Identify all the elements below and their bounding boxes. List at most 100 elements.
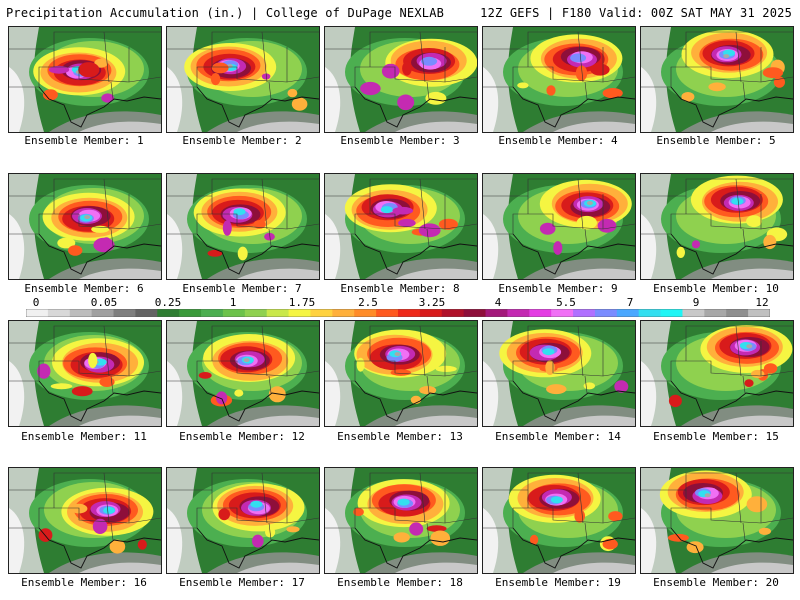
precip-contour (744, 379, 754, 387)
precip-contour (48, 65, 70, 74)
member-label: Ensemble Member: 10 (653, 282, 779, 295)
precip-contour (84, 215, 91, 220)
precip-contour (746, 215, 762, 228)
precip-field (641, 214, 657, 279)
member-label: Ensemble Member: 16 (21, 576, 147, 589)
precip-contour (207, 249, 223, 257)
colorbar-tick-label: 0 (32, 296, 40, 309)
precip-field (553, 562, 635, 573)
precip-map-panel (640, 467, 794, 574)
colorbar-tick-label: 4 (494, 296, 502, 309)
precip-contour (430, 530, 451, 546)
coastline (196, 233, 319, 275)
member-label: Ensemble Member: 2 (182, 134, 302, 147)
precip-contour (380, 206, 393, 214)
precip-map-panel (166, 173, 320, 280)
colorbar-swatch (26, 309, 49, 317)
precip-field (641, 508, 657, 573)
precip-map (9, 468, 161, 573)
precip-field (711, 562, 793, 573)
state-border (426, 228, 430, 247)
precip-contour (435, 365, 457, 372)
precip-map-panel (640, 320, 794, 427)
precip-map-panel (482, 173, 636, 280)
colorbar-swatch (551, 309, 574, 317)
precip-field (641, 361, 657, 426)
state-border (641, 472, 793, 491)
colorbar-swatch (398, 309, 421, 317)
colorbar-swatch (682, 309, 705, 317)
precip-map (167, 27, 319, 132)
colorbar-swatch (704, 309, 727, 317)
precip-contour (763, 234, 777, 250)
precip-field (237, 415, 319, 426)
coastline (354, 86, 477, 128)
state-border (641, 31, 793, 50)
precip-contour (57, 237, 76, 249)
precip-map-panel (324, 26, 478, 133)
state-border (211, 178, 288, 230)
precip-contour (71, 386, 93, 397)
precip-contour (608, 511, 623, 522)
precip-field (483, 361, 499, 426)
precip-field (167, 214, 183, 279)
precip-contour (237, 246, 248, 261)
colorbar-tick-label: 7 (626, 296, 634, 309)
state-border (211, 31, 288, 83)
precip-contour (426, 525, 447, 532)
precip-field (325, 214, 341, 279)
run-valid-time: 12Z GEFS | F180 Valid: 00Z SAT MAY 31 20… (480, 6, 792, 20)
coastline (670, 86, 793, 128)
precip-contour (78, 62, 100, 78)
coastline (354, 527, 477, 569)
precip-contour (586, 201, 593, 206)
precip-contour (356, 357, 365, 372)
precip-contour (704, 493, 711, 498)
precip-contour (438, 218, 458, 230)
precip-field (237, 562, 319, 573)
precip-contour (261, 73, 271, 80)
state-border (268, 522, 272, 541)
state-border (9, 178, 161, 197)
precip-contour (597, 218, 617, 233)
state-border (584, 375, 588, 394)
precip-map (325, 27, 477, 132)
state-border (167, 178, 319, 197)
state-border (527, 472, 604, 524)
precip-field (237, 268, 319, 279)
precip-colorbar (26, 309, 770, 317)
precip-field (483, 214, 499, 279)
precip-field (79, 415, 161, 426)
state-border (9, 472, 161, 491)
state-border (527, 31, 604, 83)
member-label: Ensemble Member: 11 (21, 430, 147, 443)
precip-contour (517, 82, 529, 89)
precip-contour (394, 352, 401, 357)
state-border (167, 472, 319, 491)
state-border (268, 81, 272, 100)
precip-contour (542, 348, 555, 356)
state-border (167, 325, 319, 344)
precip-contour (137, 539, 147, 550)
precip-field (553, 121, 635, 132)
precip-field (237, 121, 319, 132)
member-label: Ensemble Member: 14 (495, 430, 621, 443)
precip-field (395, 121, 477, 132)
state-border (53, 31, 130, 83)
colorbar-swatch (529, 309, 552, 317)
coastline (512, 86, 635, 128)
coastline (512, 233, 635, 275)
colorbar-swatch (47, 309, 71, 317)
precip-field (711, 415, 793, 426)
state-border (53, 325, 130, 377)
precip-contour (668, 394, 682, 408)
member-label: Ensemble Member: 19 (495, 576, 621, 589)
colorbar-swatch (244, 309, 268, 317)
state-border (742, 522, 746, 541)
colorbar-tick-label: 0.25 (154, 296, 182, 309)
precip-map (325, 468, 477, 573)
precip-contour (216, 391, 228, 405)
precip-contour (234, 389, 244, 397)
state-border (742, 228, 746, 247)
precip-contour (576, 215, 597, 230)
